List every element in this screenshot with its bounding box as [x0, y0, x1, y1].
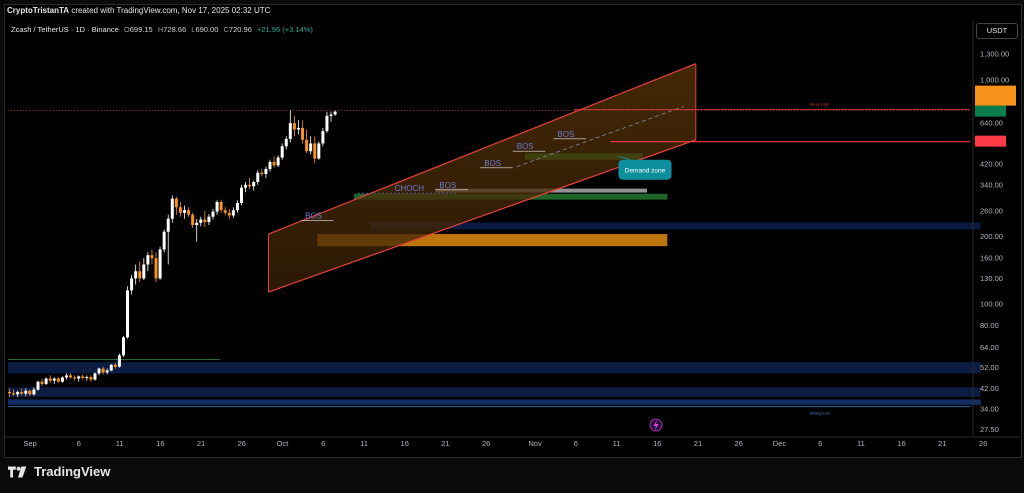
symbol-legend: Zcash / TetherUS · 1D · Binance O699.15 … [11, 25, 313, 34]
high-label: H [157, 25, 164, 34]
chart-header: CryptoTristanTA created with TradingView… [7, 6, 270, 15]
footer-brand: TradingView [34, 464, 111, 479]
high-value: 728.66 [163, 25, 187, 34]
tradingview-logo-icon [8, 465, 27, 478]
close-value: 720.96 [228, 25, 252, 34]
symbol-name[interactable]: Zcash / TetherUS · 1D · Binance [11, 25, 119, 34]
change-value: +21.96 (+3.14%) [256, 25, 313, 34]
author-name: CryptoTristanTA [7, 6, 70, 15]
open-value: 699.15 [129, 25, 153, 34]
open-label: O [123, 25, 130, 34]
tradingview-footer: TradingView [8, 464, 110, 479]
currency-button[interactable]: USDT [976, 23, 1018, 39]
low-label: L [191, 25, 196, 34]
header-text: created with TradingView.com, Nov 17, 20… [71, 6, 271, 15]
low-value: 690.00 [195, 25, 219, 34]
chart-frame [4, 4, 1022, 458]
close-label: C [223, 25, 229, 34]
